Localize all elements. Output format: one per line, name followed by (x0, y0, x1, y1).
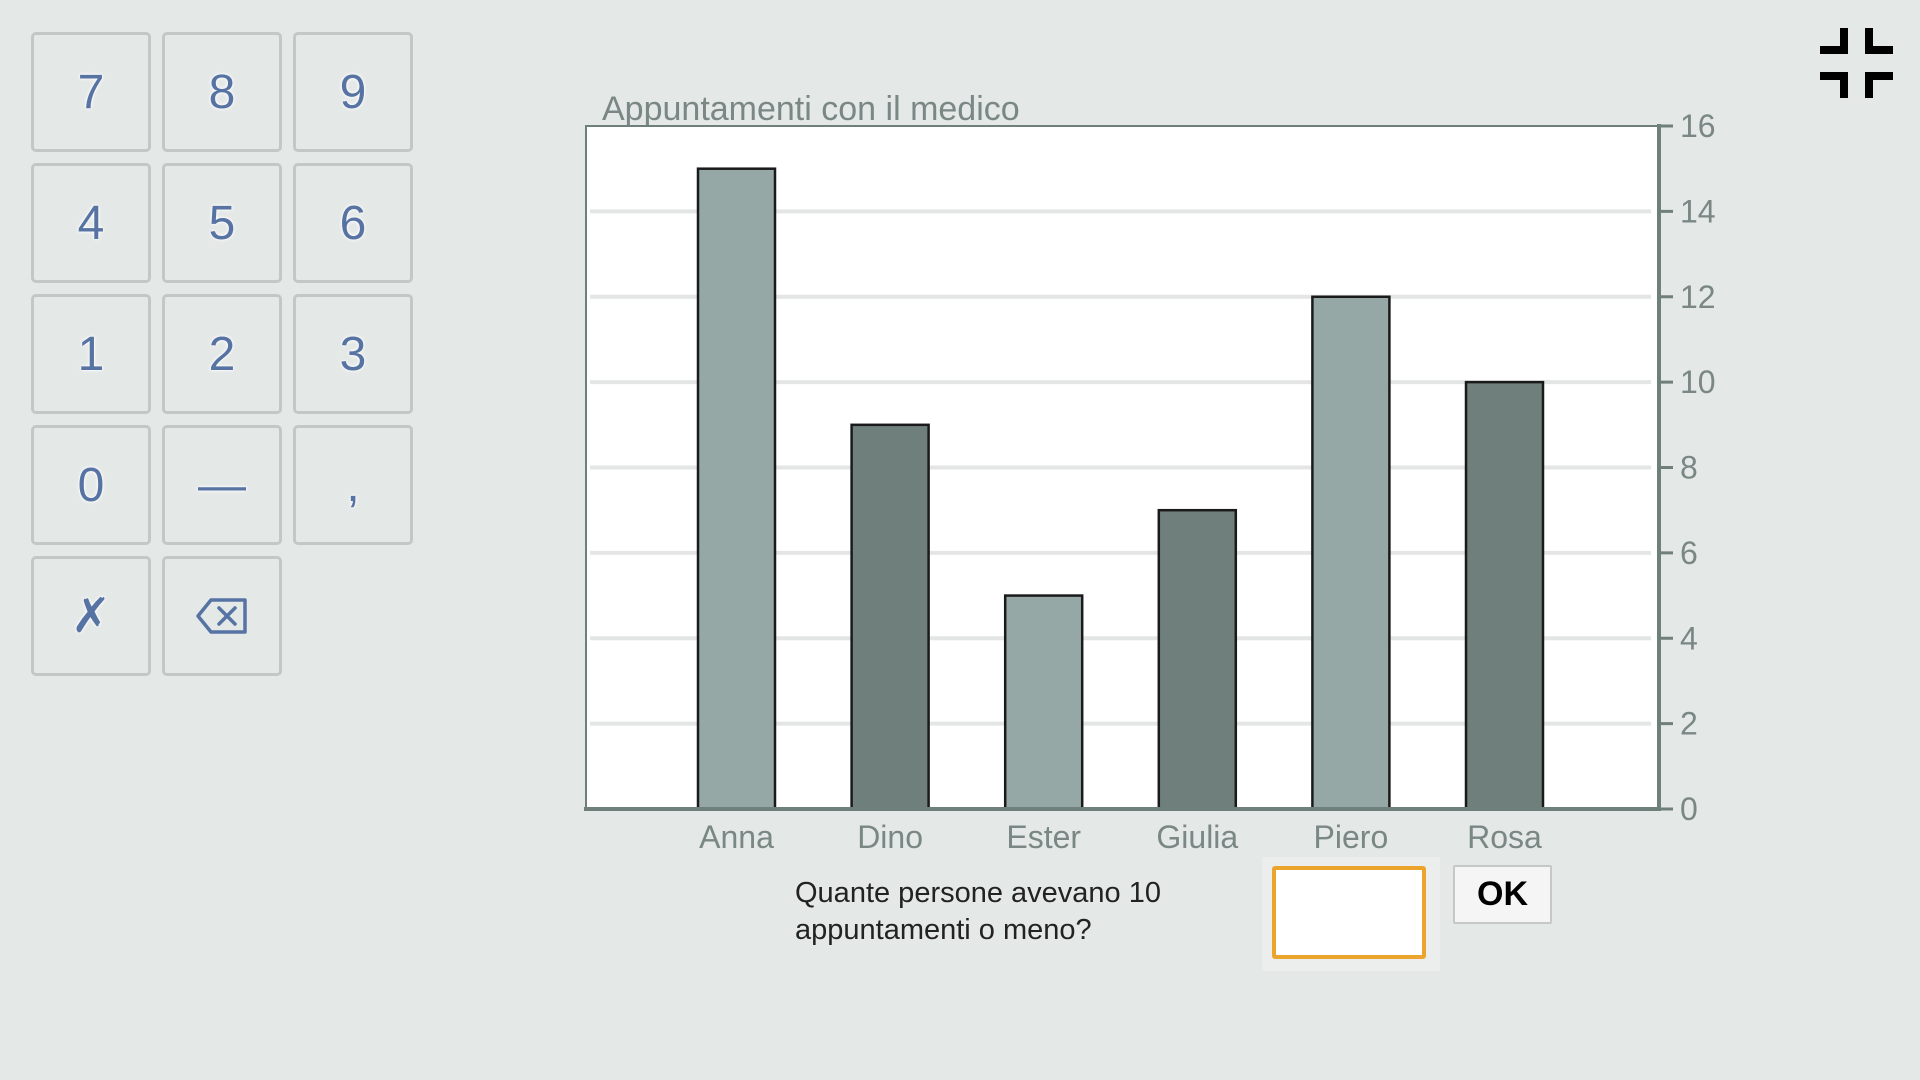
bar-piero (1311, 295, 1391, 811)
key-1[interactable]: 1 (31, 294, 151, 414)
key-backspace[interactable] (162, 556, 282, 676)
key-3-label: 3 (339, 327, 367, 381)
y-tick-label: 0 (1680, 791, 1698, 827)
key-8[interactable]: 8 (162, 32, 282, 152)
key-8-label: 8 (208, 65, 236, 119)
ok-button[interactable]: OK (1453, 865, 1552, 924)
y-tick-label: 12 (1680, 279, 1716, 315)
key-9-label: 9 (339, 65, 367, 119)
key-4[interactable]: 4 (31, 163, 151, 283)
key-7-label: 7 (77, 65, 105, 119)
bar-ester (1003, 594, 1084, 811)
x-tick-label: Ester (1006, 819, 1081, 855)
bar-anna (696, 167, 777, 811)
y-tick-label: 4 (1680, 620, 1698, 656)
x-tick-label: Anna (699, 819, 774, 855)
key-6[interactable]: 6 (293, 163, 413, 283)
key-6-label: 6 (339, 196, 367, 250)
key-3[interactable]: 3 (293, 294, 413, 414)
key-2[interactable]: 2 (162, 294, 282, 414)
y-tick-label: 2 (1680, 706, 1698, 742)
y-axis: 0 2 4 6 8 10 12 14 16 (1657, 108, 1716, 827)
x-tick-label: Giulia (1156, 819, 1238, 855)
key-2-label: 2 (208, 327, 236, 381)
key-comma[interactable]: , (293, 425, 413, 545)
key-comma-label: , (346, 458, 360, 512)
answer-container (1262, 857, 1440, 971)
y-tick-label: 6 (1680, 535, 1698, 571)
key-minus-label: — (198, 458, 246, 512)
key-7[interactable]: 7 (31, 32, 151, 152)
bar-dino (850, 423, 930, 811)
question-text: Quante persone avevano 10 appuntamenti o… (795, 877, 1161, 946)
bar-rosa (1464, 380, 1545, 811)
key-9[interactable]: 9 (293, 32, 413, 152)
key-4-label: 4 (77, 196, 105, 250)
x-tick-label: Piero (1314, 819, 1389, 855)
key-clear[interactable]: ✗ (31, 556, 151, 676)
numeric-keypad: 7 8 9 4 5 6 1 2 3 0 —, ✗ (31, 32, 425, 682)
chart-title: Appuntamenti con il medico (602, 90, 1020, 128)
bars (696, 167, 1545, 811)
key-minus[interactable]: — (162, 425, 282, 545)
key-5[interactable]: 5 (162, 163, 282, 283)
y-tick-label: 16 (1680, 108, 1716, 144)
bar-chart: Appuntamenti con il medico 0 2 4 6 8 10 12 14 16… (584, 90, 1716, 855)
x-tick-label: Rosa (1467, 819, 1542, 855)
y-tick-label: 8 (1680, 450, 1698, 486)
backspace-icon (195, 597, 249, 635)
bar-giulia (1157, 508, 1238, 811)
y-tick-label: 10 (1680, 364, 1716, 400)
key-1-label: 1 (77, 327, 105, 381)
key-clear-label: ✗ (70, 590, 112, 643)
answer-input[interactable] (1272, 866, 1426, 959)
y-tick-label: 14 (1680, 193, 1716, 229)
x-axis: Anna Dino Ester Giulia Piero Rosa (584, 807, 1661, 855)
key-0[interactable]: 0 (31, 425, 151, 545)
key-0-label: 0 (77, 458, 105, 512)
collapse-fullscreen-icon[interactable] (1818, 26, 1895, 100)
key-5-label: 5 (208, 196, 236, 250)
x-tick-label: Dino (857, 819, 923, 855)
